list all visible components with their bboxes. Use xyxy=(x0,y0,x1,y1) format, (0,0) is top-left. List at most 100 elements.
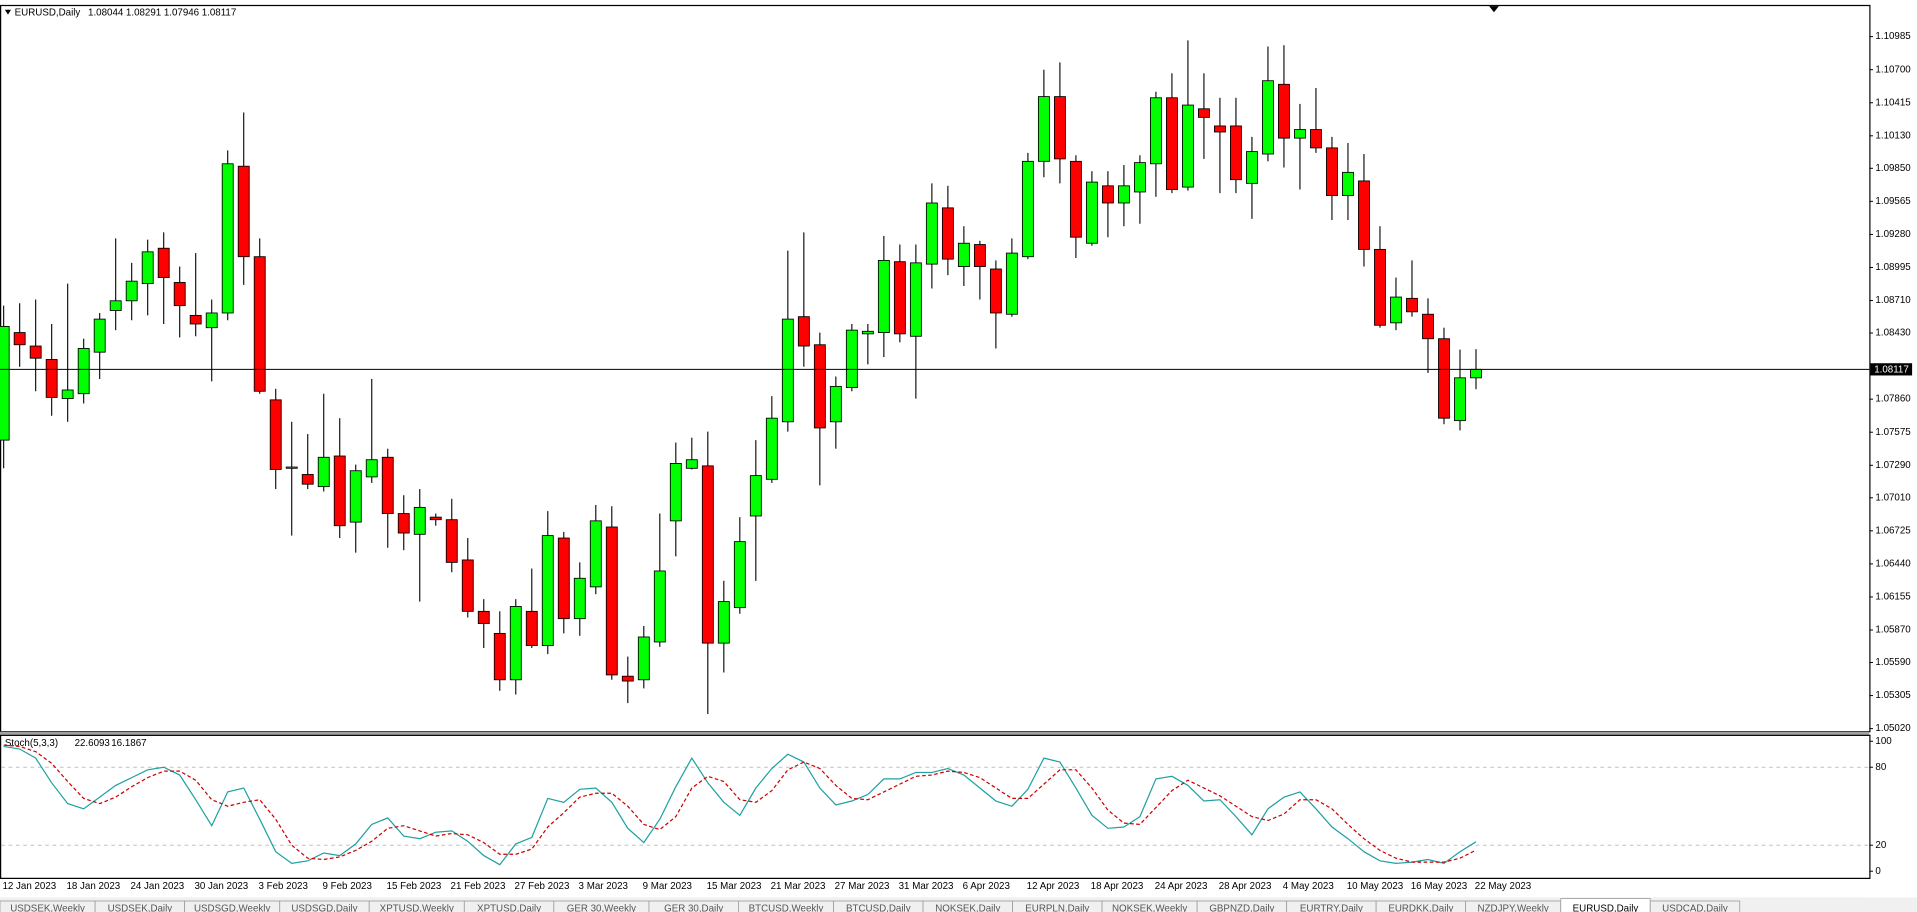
tab[interactable]: USDSGD,Daily xyxy=(279,900,370,912)
candle-body xyxy=(1053,96,1066,160)
candle-body xyxy=(0,325,10,441)
x-tick-label: 4 May 2023 xyxy=(1283,881,1334,892)
candle-body xyxy=(925,202,938,265)
candle-body xyxy=(1278,83,1290,139)
candle-body xyxy=(669,463,682,522)
candle-body xyxy=(1069,160,1082,238)
candle-body xyxy=(941,207,954,260)
candle-body xyxy=(237,165,250,258)
candle-body xyxy=(1438,338,1450,419)
tab[interactable]: XPTUSD,Daily xyxy=(463,900,555,912)
candle-body xyxy=(845,329,858,388)
tab[interactable]: GER 30,Daily xyxy=(648,900,739,912)
y-tick-label: 1.09850 xyxy=(1875,163,1911,174)
y-tick-label: 1.09280 xyxy=(1875,229,1911,240)
tab[interactable]: EURTRY,Daily xyxy=(1286,900,1377,912)
candle-body xyxy=(93,318,106,353)
tab[interactable]: NOKSEK,Daily xyxy=(922,900,1013,912)
candle-body xyxy=(333,455,346,527)
tab[interactable]: NOKSEK,Weekly xyxy=(1101,900,1198,912)
candle-body xyxy=(541,535,554,646)
candle-body xyxy=(781,318,794,423)
header-open: 1.08044 xyxy=(88,7,124,18)
candle-body xyxy=(1310,129,1322,149)
candle-body xyxy=(509,606,522,681)
tab[interactable]: EURUSD,Daily xyxy=(1560,898,1651,912)
y-tick-label: 1.07860 xyxy=(1875,394,1911,405)
tab[interactable]: USDSEK,Daily xyxy=(94,900,186,912)
candle-body xyxy=(1262,80,1274,155)
y-tick-label: 1.10130 xyxy=(1875,130,1911,141)
x-tick-label: 12 Apr 2023 xyxy=(1027,881,1080,892)
candle-body xyxy=(157,247,170,279)
candle-body xyxy=(1342,171,1354,196)
candle-body xyxy=(653,570,666,643)
x-tick-label: 24 Apr 2023 xyxy=(1155,881,1208,892)
x-tick-label: 12 Jan 2023 xyxy=(2,881,56,892)
y-tick-label: 1.05020 xyxy=(1875,723,1911,734)
y-tick-label: 20 xyxy=(1875,840,1886,851)
candle-body xyxy=(397,513,410,534)
stoch-pane xyxy=(0,734,1871,879)
tabs: USDSEK,Weekly USDSEK,Daily USDSGD,Weekly US… xyxy=(0,898,1741,912)
tab[interactable]: USDSGD,Weekly xyxy=(184,900,281,912)
candle-body xyxy=(349,470,362,523)
tab[interactable]: NZDJPY,Weekly xyxy=(1465,900,1562,912)
tab-label: BTCUSD,Daily xyxy=(846,904,911,912)
candle-body xyxy=(221,163,234,314)
candle-body xyxy=(573,577,586,620)
candle-body xyxy=(909,262,922,337)
candle-body xyxy=(205,312,218,329)
candle-body xyxy=(557,537,570,620)
x-tick-label: 15 Mar 2023 xyxy=(707,881,762,892)
candle-body xyxy=(301,474,314,485)
y-tick-label: 1.10415 xyxy=(1875,97,1911,108)
candle-body xyxy=(989,268,1002,314)
stoch-k-value: 22.6093 xyxy=(75,738,110,749)
candle-body xyxy=(1230,125,1242,181)
price-axis xyxy=(1870,0,1917,898)
candle-body xyxy=(589,520,602,588)
candle-body xyxy=(61,389,74,400)
x-tick-label: 15 Feb 2023 xyxy=(387,881,442,892)
tab[interactable]: BTCUSD,Daily xyxy=(833,900,924,912)
tab[interactable]: USDCAD,Daily xyxy=(1649,900,1741,912)
tab-label: GBPNZD,Daily xyxy=(1209,904,1274,912)
tab[interactable]: GBPNZD,Daily xyxy=(1196,900,1288,912)
x-tick-label: 31 Mar 2023 xyxy=(899,881,954,892)
chart-shift-marker[interactable] xyxy=(1489,6,1499,13)
tab[interactable]: EURPLN,Daily xyxy=(1012,900,1103,912)
header-arrow[interactable] xyxy=(4,9,12,15)
candle-body xyxy=(1326,147,1338,196)
x-tick-label: 9 Feb 2023 xyxy=(323,881,372,892)
tab-bg xyxy=(1649,900,1741,912)
candle-body xyxy=(765,417,778,480)
current-price-label: 1.08117 xyxy=(1874,365,1909,376)
y-tick-label: 1.07575 xyxy=(1875,427,1911,438)
x-tick-label: 24 Jan 2023 xyxy=(130,881,184,892)
candle-body xyxy=(1374,248,1386,326)
tab-label: NZDJPY,Weekly xyxy=(1478,904,1549,912)
tab-label: USDSGD,Weekly xyxy=(194,904,270,912)
candle-body xyxy=(285,466,298,469)
candle-body xyxy=(269,399,282,470)
tab-label: EURUSD,Daily xyxy=(1573,904,1639,912)
tab[interactable]: GER 30,Weekly xyxy=(553,900,650,912)
tab[interactable]: BTCUSD,Weekly xyxy=(738,900,834,912)
y-tick-label: 0 xyxy=(1875,866,1881,877)
x-tick-label: 27 Feb 2023 xyxy=(515,881,570,892)
tab[interactable]: XPTUSD,Weekly xyxy=(368,900,465,912)
x-tick-label: 21 Feb 2023 xyxy=(451,881,506,892)
candle-body xyxy=(1117,185,1130,204)
candle-body xyxy=(1454,377,1466,422)
tab[interactable]: EURDKK,Daily xyxy=(1375,900,1467,912)
pane-separator[interactable] xyxy=(0,731,1870,735)
candle-body xyxy=(173,282,186,307)
tab[interactable]: USDSEK,Weekly xyxy=(0,900,96,912)
candle-body xyxy=(365,459,378,478)
tab-label: BTCUSD,Weekly xyxy=(749,904,824,912)
header-high: 1.08291 xyxy=(126,7,161,18)
candle-body xyxy=(1149,97,1162,165)
stoch-line xyxy=(3,744,1477,863)
